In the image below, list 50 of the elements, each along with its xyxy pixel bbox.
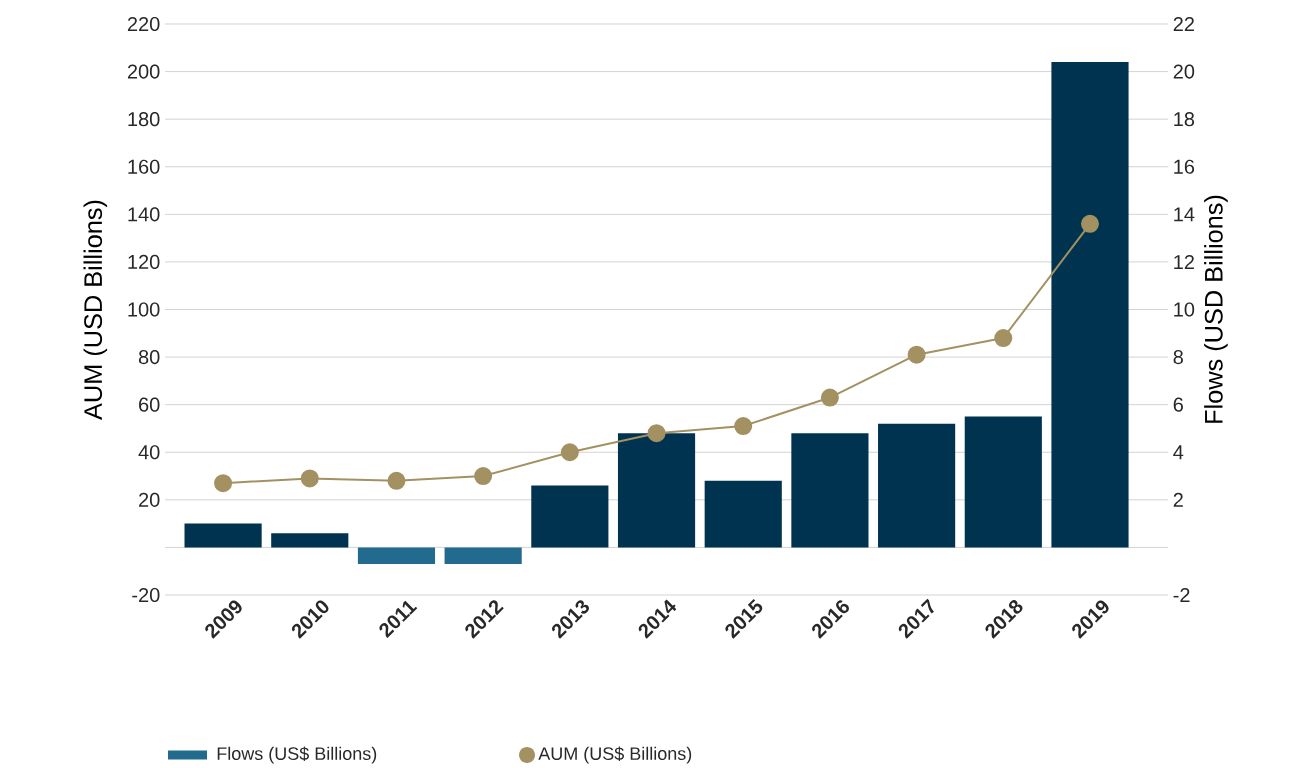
point <box>1080 214 1099 233</box>
y2-tick-label: 6 <box>1173 397 1183 412</box>
point <box>214 474 233 493</box>
y2-tick-label: -2 <box>1173 588 1190 602</box>
point <box>820 388 839 407</box>
bar <box>791 433 869 548</box>
point <box>474 467 493 486</box>
y2-tick-label: 8 <box>1173 350 1183 365</box>
y-tick-label: 220 <box>127 16 160 32</box>
bar <box>444 547 522 565</box>
point <box>647 424 666 443</box>
y2-tick-label: 2 <box>1173 492 1183 507</box>
y2-tick-label: 20 <box>1173 64 1195 79</box>
y-tick-label: 200 <box>127 64 160 79</box>
bar <box>357 547 436 565</box>
legend-label: Flows (US$ Billions) <box>217 746 377 764</box>
legend-label: AUM (US$ Billions) <box>538 746 692 764</box>
bar <box>964 416 1042 548</box>
y2-tick-label: 18 <box>1174 112 1195 127</box>
y2-tick-label: 22 <box>1173 17 1194 31</box>
y-tick-label: 60 <box>139 397 160 412</box>
y-tick-label: 180 <box>128 112 160 127</box>
point <box>387 471 406 490</box>
point <box>300 469 319 488</box>
point <box>560 443 579 462</box>
y-axis-title: AUM (USD Billions) <box>83 200 108 420</box>
y-tick-label: 100 <box>128 302 160 317</box>
y-tick-label: 80 <box>138 350 160 365</box>
y-tick-label: 20 <box>139 492 160 507</box>
y2-axis-title: Flows (USD Billions) <box>1204 195 1228 423</box>
bar <box>271 533 349 548</box>
y-tick-label: 40 <box>138 445 160 460</box>
y2-tick-label: 4 <box>1173 445 1184 460</box>
y2-tick-label: 14 <box>1174 207 1195 222</box>
y-tick-label: -20 <box>132 587 160 603</box>
y2-tick-label: 12 <box>1174 254 1194 269</box>
y-tick-label: 160 <box>128 159 160 174</box>
bar <box>878 423 956 548</box>
y2-tick-label: 10 <box>1174 302 1195 317</box>
bar <box>531 485 609 548</box>
y-tick-label: 140 <box>128 207 160 222</box>
point <box>734 417 753 436</box>
bar <box>704 480 782 548</box>
point <box>907 345 926 364</box>
y2-tick-label: 16 <box>1174 159 1195 174</box>
bar <box>1051 62 1129 548</box>
bar <box>184 523 262 548</box>
bar <box>617 433 696 548</box>
point <box>994 329 1013 348</box>
y-tick-label: 120 <box>128 254 160 269</box>
